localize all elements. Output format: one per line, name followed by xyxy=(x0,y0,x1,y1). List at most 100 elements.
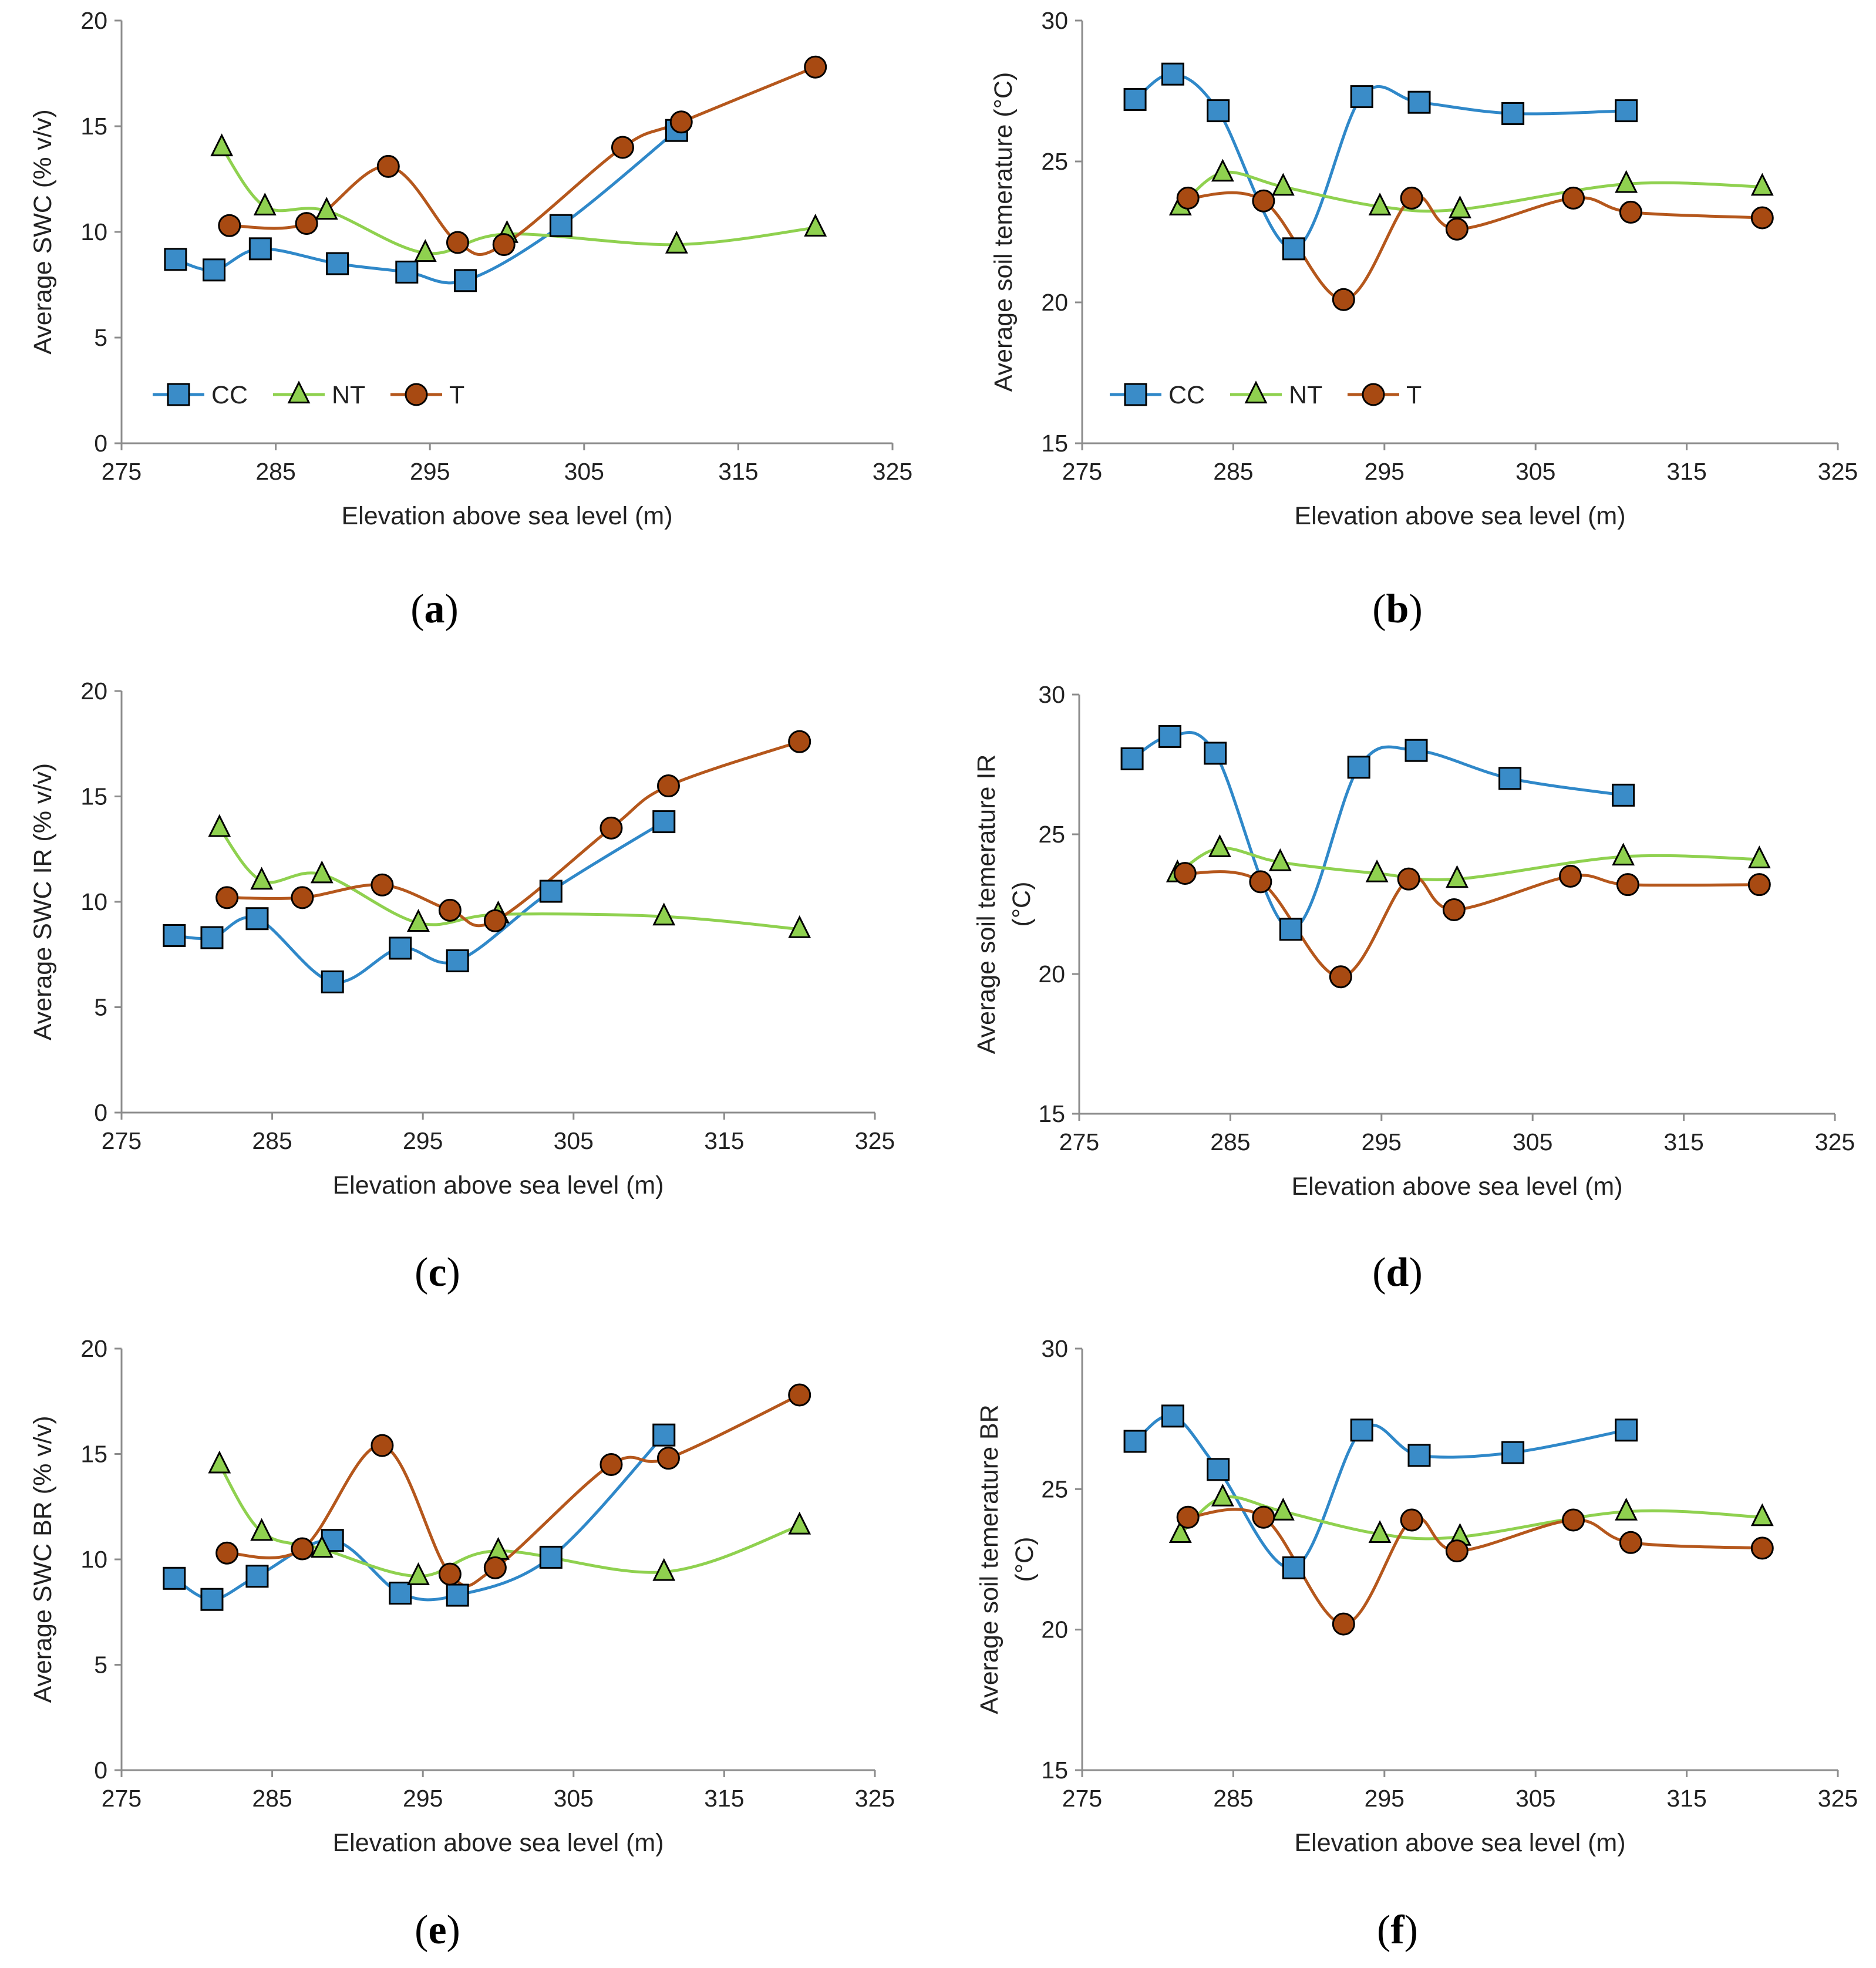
data-point-cc xyxy=(1282,1556,1305,1579)
data-point-t xyxy=(1619,200,1642,224)
y-tick-label: 25 xyxy=(1041,148,1068,175)
x-tick-label: 305 xyxy=(564,458,604,485)
y-axis-title: Average SWC (% v/v) xyxy=(29,109,57,354)
panel-label-paren-open: ( xyxy=(410,587,424,632)
data-point-cc xyxy=(1350,85,1373,109)
y-tick-label: 20 xyxy=(1041,1616,1068,1643)
panel-label-letter: e xyxy=(428,1908,446,1953)
x-tick-label: 285 xyxy=(1213,1785,1253,1812)
legend-marker-t xyxy=(405,383,428,406)
y-tick-label: 30 xyxy=(1038,681,1065,708)
data-point-t xyxy=(215,886,239,909)
data-point-cc xyxy=(1158,724,1181,748)
panel-label-paren-close: ) xyxy=(1409,1250,1422,1295)
x-tick-label: 275 xyxy=(1062,1785,1102,1812)
data-point-cc xyxy=(395,260,419,284)
data-point-nt xyxy=(407,1562,430,1585)
data-point-t xyxy=(438,1562,462,1586)
data-point-nt xyxy=(487,1536,510,1560)
series-line-cc xyxy=(1134,1414,1627,1570)
panel-label-paren-open: ( xyxy=(1372,587,1386,632)
x-tick-label: 275 xyxy=(1059,1128,1099,1155)
data-point-t xyxy=(291,886,314,909)
data-point-nt xyxy=(1271,1497,1295,1521)
data-point-nt xyxy=(1750,1503,1774,1526)
x-axis-title: Elevation above sea level (m) xyxy=(332,1829,663,1857)
y-tick-label: 25 xyxy=(1041,1475,1068,1502)
data-point-cc xyxy=(1282,237,1305,261)
legend-label-t: T xyxy=(449,381,464,409)
data-point-cc xyxy=(321,970,344,993)
data-point-t xyxy=(1249,870,1272,894)
data-point-nt xyxy=(1446,865,1469,888)
data-point-cc xyxy=(389,1581,412,1605)
data-point-nt xyxy=(1615,170,1638,193)
legend-marker-nt xyxy=(287,380,311,404)
series-line-t xyxy=(1184,870,1760,979)
data-point-cc xyxy=(539,879,563,903)
data-point-nt xyxy=(1615,1497,1638,1521)
x-tick-label: 325 xyxy=(1815,1128,1855,1155)
data-point-t xyxy=(446,231,469,254)
data-point-nt xyxy=(1368,193,1392,215)
legend-marker-t xyxy=(1362,383,1385,406)
data-point-t xyxy=(599,1453,623,1476)
x-tick-label: 295 xyxy=(403,1785,443,1812)
data-point-cc xyxy=(1612,783,1635,807)
data-point-t xyxy=(1747,873,1771,897)
panel-label-paren-open: ( xyxy=(415,1908,428,1953)
legend: CC NT T xyxy=(153,380,464,409)
data-point-cc xyxy=(1279,918,1302,941)
data-point-t xyxy=(656,1447,680,1470)
data-point-cc xyxy=(163,924,186,947)
x-tick-label: 285 xyxy=(252,1127,292,1154)
data-point-nt xyxy=(652,1558,676,1581)
panel-label: (b) xyxy=(1372,587,1423,632)
panel-label-letter: b xyxy=(1386,587,1409,632)
x-tick-label: 275 xyxy=(102,458,142,485)
data-point-nt xyxy=(407,909,430,932)
data-point-cc xyxy=(1407,1444,1431,1467)
data-point-t xyxy=(1562,1508,1585,1532)
y-tick-label: 15 xyxy=(80,113,107,140)
data-point-cc xyxy=(446,949,469,973)
y-axis-title-unit: (°C) xyxy=(1011,1537,1039,1582)
data-point-nt xyxy=(1449,195,1471,218)
y-tick-label: 20 xyxy=(1041,289,1068,316)
y-tick-label: 20 xyxy=(1038,961,1065,988)
data-point-t xyxy=(438,898,462,922)
x-tick-label: 315 xyxy=(704,1127,744,1154)
data-point-cc xyxy=(200,1588,224,1611)
y-axis-title: Average SWC IR (% v/v) xyxy=(29,763,57,1040)
panel-label: (d) xyxy=(1372,1250,1423,1295)
y-axis-title: Average soil temerature (°C) xyxy=(989,72,1018,392)
data-point-nt xyxy=(250,867,274,890)
data-point-cc xyxy=(652,1423,676,1447)
data-point-cc xyxy=(446,1583,469,1607)
data-point-nt xyxy=(315,197,338,220)
data-point-t xyxy=(804,55,827,79)
x-tick-label: 295 xyxy=(1365,458,1405,485)
y-tick-label: 15 xyxy=(80,783,107,810)
x-tick-label: 325 xyxy=(1818,458,1858,485)
legend-label-nt: NT xyxy=(1289,381,1322,409)
data-point-nt xyxy=(1612,843,1635,866)
data-point-cc xyxy=(1350,1418,1373,1442)
data-point-nt xyxy=(1365,859,1389,882)
chart-panel-f: 15 20 25 30 275 285 295 305 315 325 Elevation abov… xyxy=(975,1335,1858,1953)
y-tick-label: 25 xyxy=(1038,821,1065,848)
y-axis-title: Average soil temerature BR xyxy=(975,1404,1003,1714)
panel-label-letter: f xyxy=(1390,1908,1405,1953)
series-line-nt xyxy=(1179,1495,1763,1541)
x-tick-label: 295 xyxy=(410,458,450,485)
data-point-cc xyxy=(164,248,187,271)
y-tick-label: 5 xyxy=(94,994,107,1021)
data-point-t xyxy=(611,136,634,159)
y-axis-title: Average soil temerature IR xyxy=(972,754,1001,1054)
data-point-cc xyxy=(539,1545,563,1569)
data-point-cc xyxy=(549,214,572,237)
data-point-cc xyxy=(245,1565,269,1588)
y-tick-label: 15 xyxy=(1041,1757,1068,1784)
panel-label-paren-close: ) xyxy=(447,1908,460,1953)
data-point-t xyxy=(215,1541,239,1565)
